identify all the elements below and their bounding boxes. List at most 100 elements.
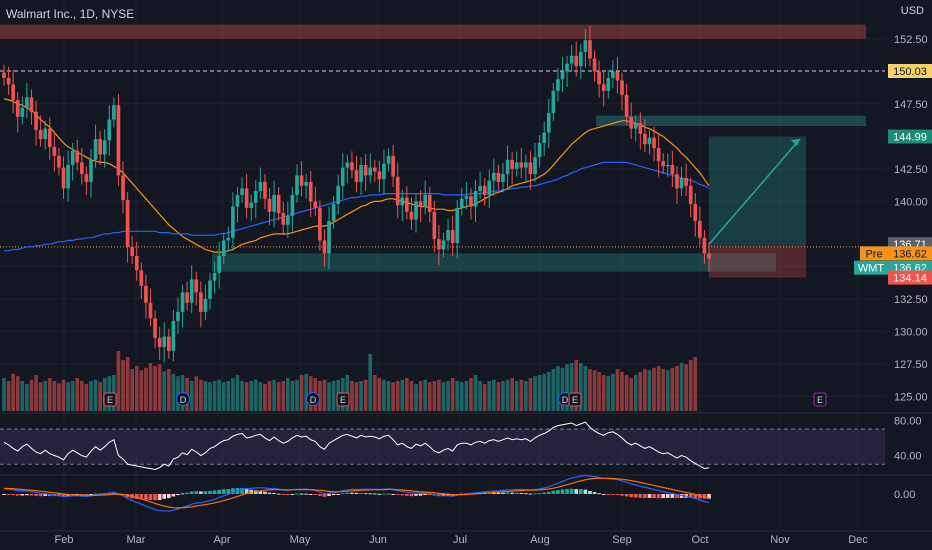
candle-body: [675, 174, 679, 189]
volume-bar: [643, 369, 647, 411]
volume-bar: [588, 369, 592, 411]
macd-histogram-bar: [638, 494, 643, 498]
candle-body: [304, 181, 308, 186]
volume-bar: [556, 366, 560, 411]
macd-histogram-bar: [194, 491, 199, 494]
macd-histogram-bar: [61, 494, 66, 497]
volume-bar: [70, 381, 75, 411]
dividend-event-marker[interactable]: D: [176, 392, 190, 406]
macd-line: [3, 474, 710, 512]
macd-histogram-bar: [675, 494, 679, 499]
macd-histogram-bar: [560, 489, 565, 494]
time-axis[interactable]: Feb Mar Apr May Jun Jul Aug Sep Oct Nov Dec: [55, 534, 869, 546]
volume-bar: [75, 378, 80, 411]
macd-histogram-bar: [368, 493, 373, 495]
candle-body: [121, 175, 125, 201]
earnings-event-marker[interactable]: E: [336, 392, 350, 407]
drawing-tools[interactable]: [708, 136, 806, 278]
macd-histogram-bar: [11, 494, 15, 496]
candle-body: [505, 159, 510, 175]
earnings-event-marker[interactable]: E: [813, 392, 827, 407]
macd-histogram-bar: [665, 494, 670, 498]
candle-body: [350, 162, 354, 171]
macd-histogram-bar: [652, 494, 656, 499]
projection-arrow: [708, 138, 801, 245]
volume-bar: [615, 369, 620, 411]
macd-histogram-bar: [185, 492, 189, 494]
volume-bar: [212, 381, 217, 411]
macd-histogram-bar: [25, 494, 29, 496]
volume-bar: [432, 381, 437, 411]
candle-body: [199, 292, 203, 312]
candle-body: [432, 211, 437, 240]
price-axis[interactable]: 152.50147.50142.50140.00135.00132.50130.…: [854, 34, 932, 501]
volume-bar: [363, 379, 368, 411]
price-tick-label: 140.00: [894, 196, 928, 208]
price-tag-badge: [854, 260, 888, 275]
candle-body: [656, 148, 661, 162]
earnings-event-marker[interactable]: E: [568, 392, 582, 407]
candle-body: [295, 175, 299, 195]
time-tick-label: Jun: [369, 534, 387, 546]
macd-histogram-bar: [643, 494, 647, 498]
price-label-value: 150.03: [893, 66, 927, 78]
volume-bar: [34, 375, 38, 411]
macd-histogram-bar: [43, 494, 48, 496]
currency-label[interactable]: USD: [900, 5, 924, 17]
macd-histogram-bar: [606, 494, 611, 495]
candle-body: [180, 292, 185, 312]
macd-histogram-bar: [340, 493, 345, 495]
volume-bar: [441, 382, 446, 411]
macd-histogram-bar: [382, 493, 386, 495]
time-tick-label: Aug: [530, 534, 550, 546]
candle-body: [583, 40, 588, 52]
macd-histogram-bar: [514, 492, 519, 494]
macd-histogram-bar: [707, 494, 711, 499]
volume-bar: [629, 378, 634, 411]
macd-histogram-bar: [212, 490, 217, 494]
volume-bar: [459, 382, 464, 411]
macd-histogram-bar: [418, 494, 423, 496]
macd-histogram-bar: [551, 490, 556, 494]
volume-bar: [670, 367, 675, 411]
candle-body: [707, 253, 711, 259]
candle-body: [551, 90, 556, 113]
volume-bar: [395, 381, 400, 411]
candle-body: [574, 55, 579, 67]
candle-body: [510, 159, 514, 169]
event-badge: [176, 392, 190, 406]
price-candles[interactable]: [2, 25, 711, 363]
volume-bar: [286, 378, 290, 411]
volume-bar: [455, 381, 460, 411]
macd-histogram-bar: [171, 494, 176, 497]
macd-histogram-bar: [533, 493, 537, 495]
candle-body: [414, 201, 418, 220]
volume-bar: [368, 354, 373, 411]
volume-bar: [93, 379, 98, 411]
candle-body: [423, 194, 427, 207]
macd-histogram-bar: [189, 491, 194, 494]
volume-bar: [116, 351, 121, 411]
candle-body: [395, 176, 400, 206]
candle-body: [340, 167, 345, 186]
earnings-event-marker[interactable]: E: [103, 392, 117, 407]
macd-histogram-bar: [510, 492, 514, 494]
candle-body: [615, 71, 620, 81]
macd-histogram-bar: [377, 493, 382, 495]
volume-bar: [528, 378, 533, 411]
candle-body: [546, 113, 551, 133]
macd-histogram-bar: [414, 494, 418, 496]
volume-bar: [450, 378, 455, 411]
candle-body: [611, 71, 615, 78]
volume-bar: [537, 375, 542, 411]
candle-body: [84, 174, 89, 182]
macd-histogram-bar: [221, 489, 226, 494]
candle-body: [134, 256, 139, 271]
candle-body: [166, 336, 171, 351]
symbol-title[interactable]: Walmart Inc., 1D, NYSE: [6, 7, 135, 21]
macd-histogram-bar: [620, 494, 624, 496]
volume-bar: [688, 360, 693, 411]
dividend-event-marker[interactable]: D: [306, 392, 320, 406]
